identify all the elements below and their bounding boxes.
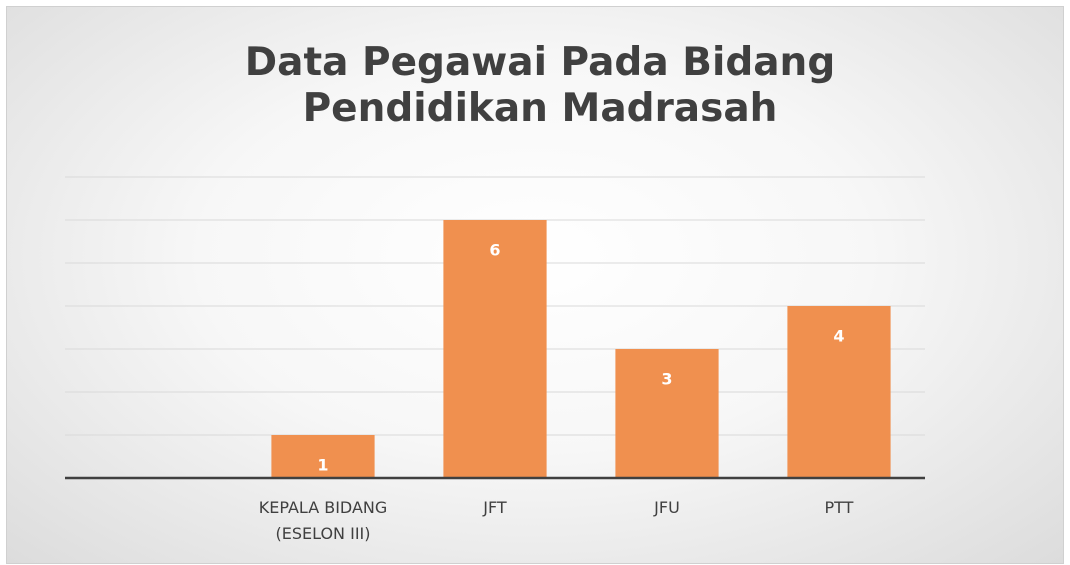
data-label: 4 — [833, 327, 844, 346]
data-label: 6 — [489, 241, 500, 260]
x-tick-label: JFU — [654, 498, 680, 517]
data-label: 3 — [661, 370, 672, 389]
chart-title: Data Pegawai Pada Bidang Pendidikan Madr… — [244, 40, 836, 131]
bar — [787, 306, 891, 478]
x-tick-label: PTT — [824, 498, 854, 517]
x-tick-label: JFT — [483, 498, 507, 517]
bar — [271, 435, 375, 478]
x-tick-label: KEPALA BIDANG (ESELON III) — [258, 498, 388, 543]
bar — [443, 220, 547, 478]
bar — [615, 349, 719, 478]
data-label: 1 — [317, 456, 328, 475]
